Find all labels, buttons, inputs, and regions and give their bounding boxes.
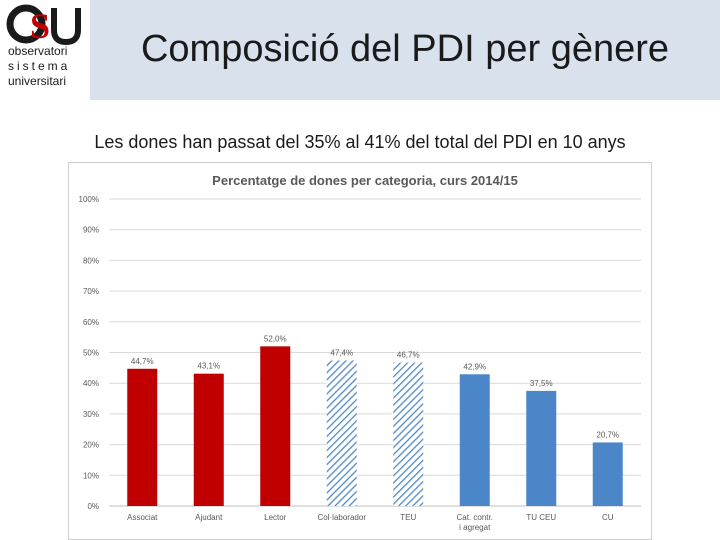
x-tick-label: Associat [127, 513, 158, 522]
data-label: 52,0% [264, 334, 287, 343]
chart-frame: Percentatge de dones per categoria, curs… [68, 162, 652, 540]
x-tick-label: TEU [400, 513, 416, 522]
y-tick-label: 70% [83, 287, 99, 296]
x-tick-label: Cat. contr. [457, 513, 493, 522]
y-tick-label: 100% [79, 195, 99, 204]
x-tick-label: Ajudant [195, 513, 223, 522]
data-label: 20,7% [596, 430, 619, 439]
page-title: Composició del PDI per gènere [140, 28, 670, 70]
bar [326, 360, 357, 506]
slide-subtitle: Les dones han passat del 35% al 41% del … [94, 132, 626, 152]
y-tick-label: 60% [83, 318, 99, 327]
x-tick-label: TU CEU [526, 513, 556, 522]
x-tick-label: CU [602, 513, 614, 522]
y-tick-label: 0% [87, 502, 99, 511]
bar [127, 368, 158, 506]
y-tick-label: 10% [83, 471, 99, 480]
data-label: 42,9% [463, 362, 486, 371]
x-tick-label: Col·laborador [318, 513, 367, 522]
bar-chart: Percentatge de dones per categoria, curs… [79, 173, 641, 532]
data-label: 47,4% [330, 348, 353, 357]
y-tick-label: 30% [83, 410, 99, 419]
logo-line-3: universitari [8, 74, 67, 88]
bar [193, 373, 224, 506]
y-tick-label: 80% [83, 256, 99, 265]
title-bar: Composició del PDI per gènere [90, 0, 720, 100]
data-label: 37,5% [530, 379, 553, 388]
bar [260, 346, 291, 506]
x-tick-label: i agregat [459, 523, 491, 532]
bar [526, 390, 557, 506]
bar [459, 374, 490, 506]
x-tick-label: Lector [264, 513, 287, 522]
svg-text:S: S [30, 6, 50, 46]
y-tick-label: 20% [83, 441, 99, 450]
y-tick-label: 50% [83, 349, 99, 358]
logo: S observatori sistema universitari [0, 0, 88, 100]
bar [393, 362, 424, 506]
data-label: 44,7% [131, 357, 154, 366]
y-tick-label: 90% [83, 226, 99, 235]
bar [592, 442, 623, 506]
logo-line-2: sistema [8, 59, 71, 73]
y-tick-label: 40% [83, 379, 99, 388]
logo-line-1: observatori [8, 44, 68, 58]
osu-logo-icon: S [6, 4, 81, 46]
data-label: 43,1% [197, 362, 220, 371]
data-label: 46,7% [397, 351, 420, 360]
chart-title: Percentatge de dones per categoria, curs… [212, 173, 518, 188]
